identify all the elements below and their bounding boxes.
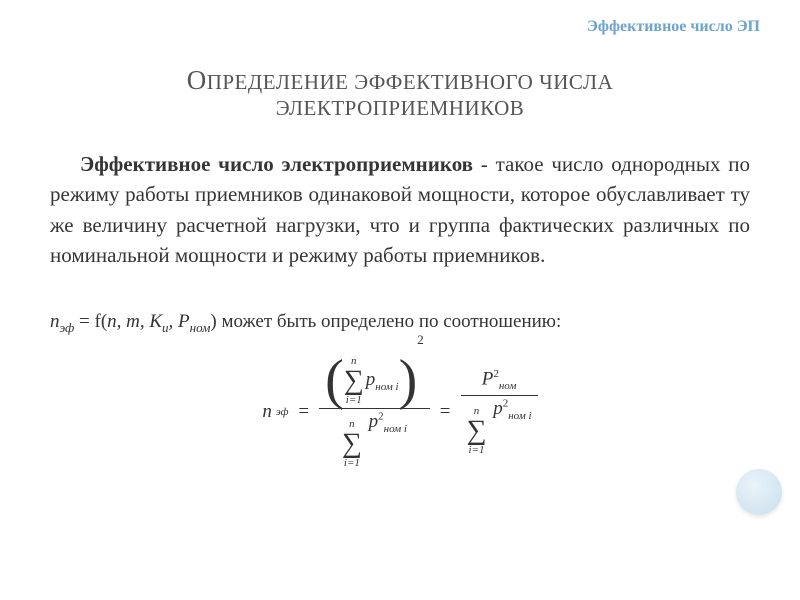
var-n: n bbox=[50, 311, 60, 332]
p-num-sub: ном i bbox=[375, 380, 398, 392]
sum3-bot: i=1 bbox=[468, 445, 484, 456]
sum2-bot: i=1 bbox=[344, 458, 360, 469]
header-badge: Эффективное число ЭП bbox=[587, 18, 760, 36]
arg-sub-nom: ном bbox=[190, 320, 211, 335]
p-den-sq: 2 bbox=[378, 411, 384, 423]
p-den: p bbox=[369, 411, 379, 432]
Pbig-num-sq: 2 bbox=[493, 368, 499, 380]
p-den2: p bbox=[493, 398, 503, 419]
decorative-circle bbox=[736, 469, 782, 515]
lhs-sub: эф bbox=[276, 406, 289, 418]
fraction-2: P2ном n ∑ i=1 p2ном i bbox=[461, 366, 538, 457]
eq-f: = f( bbox=[74, 311, 107, 332]
frac2-den: n ∑ i=1 p2ном i bbox=[461, 396, 538, 458]
p-den2-sq: 2 bbox=[503, 398, 509, 410]
args2: , Р bbox=[169, 311, 190, 332]
intro-after: может быть определено по соотношению: bbox=[217, 311, 562, 332]
p-den2-sub: ном i bbox=[508, 410, 531, 422]
p-num: p bbox=[366, 369, 376, 390]
formula-intro: nэф = f(n, m, Ки, Рном) может быть опред… bbox=[50, 311, 750, 336]
equals-2: = bbox=[440, 401, 451, 423]
var-n-sub: эф bbox=[60, 320, 75, 335]
paren-group: ( n ∑ i=1 pном i ) bbox=[325, 356, 417, 406]
frac1-den: n ∑ i=1 p2ном i bbox=[336, 409, 413, 471]
dash: - bbox=[473, 152, 496, 176]
Pbig-num: P bbox=[482, 369, 494, 390]
slide-title: ОПРЕДЕЛЕНИЕ ЭФФЕКТИВНОГО ЧИСЛА ЭЛЕКТРОПР… bbox=[50, 65, 750, 121]
sum-3: n ∑ i=1 bbox=[467, 406, 487, 456]
slide: Эффективное число ЭП ОПРЕДЕЛЕНИЕ ЭФФЕКТИ… bbox=[0, 0, 800, 600]
sum-1: n ∑ i=1 bbox=[344, 356, 364, 406]
sigma-icon-3: ∑ bbox=[467, 417, 487, 445]
lhs-n: n bbox=[262, 401, 272, 423]
body-paragraph: Эффективное число электроприемников - та… bbox=[50, 149, 750, 271]
title-line2: ЭЛЕКТРОПРИЕМНИКОВ bbox=[276, 96, 525, 120]
right-paren-icon: ) bbox=[399, 357, 418, 405]
sum-2: n ∑ i=1 bbox=[342, 419, 362, 469]
frac2-num: P2ном bbox=[476, 366, 523, 394]
equals-1: = bbox=[298, 401, 309, 423]
left-paren-icon: ( bbox=[325, 357, 344, 405]
sum1-bot: i=1 bbox=[346, 395, 362, 406]
title-first-letter: О bbox=[187, 65, 207, 95]
title-line1: ПРЕДЕЛЕНИЕ ЭФФЕКТИВНОГО ЧИСЛА bbox=[207, 70, 614, 94]
formula-area: nэф = ( n ∑ i=1 pном i ) bbox=[50, 354, 750, 471]
p-den-sub: ном i bbox=[384, 423, 407, 435]
Pbig-num-sub: ном bbox=[499, 381, 517, 393]
sigma-icon-2: ∑ bbox=[342, 430, 362, 458]
sigma-icon: ∑ bbox=[344, 367, 364, 395]
frac1-num: ( n ∑ i=1 pном i ) 2 bbox=[319, 354, 430, 408]
definition-term: Эффективное число электроприемников bbox=[80, 152, 473, 176]
formula-row: nэф = ( n ∑ i=1 pном i ) bbox=[262, 354, 537, 471]
fraction-1: ( n ∑ i=1 pном i ) 2 bbox=[319, 354, 430, 471]
args1: n, m, К bbox=[107, 311, 162, 332]
outer-square: 2 bbox=[417, 332, 424, 347]
